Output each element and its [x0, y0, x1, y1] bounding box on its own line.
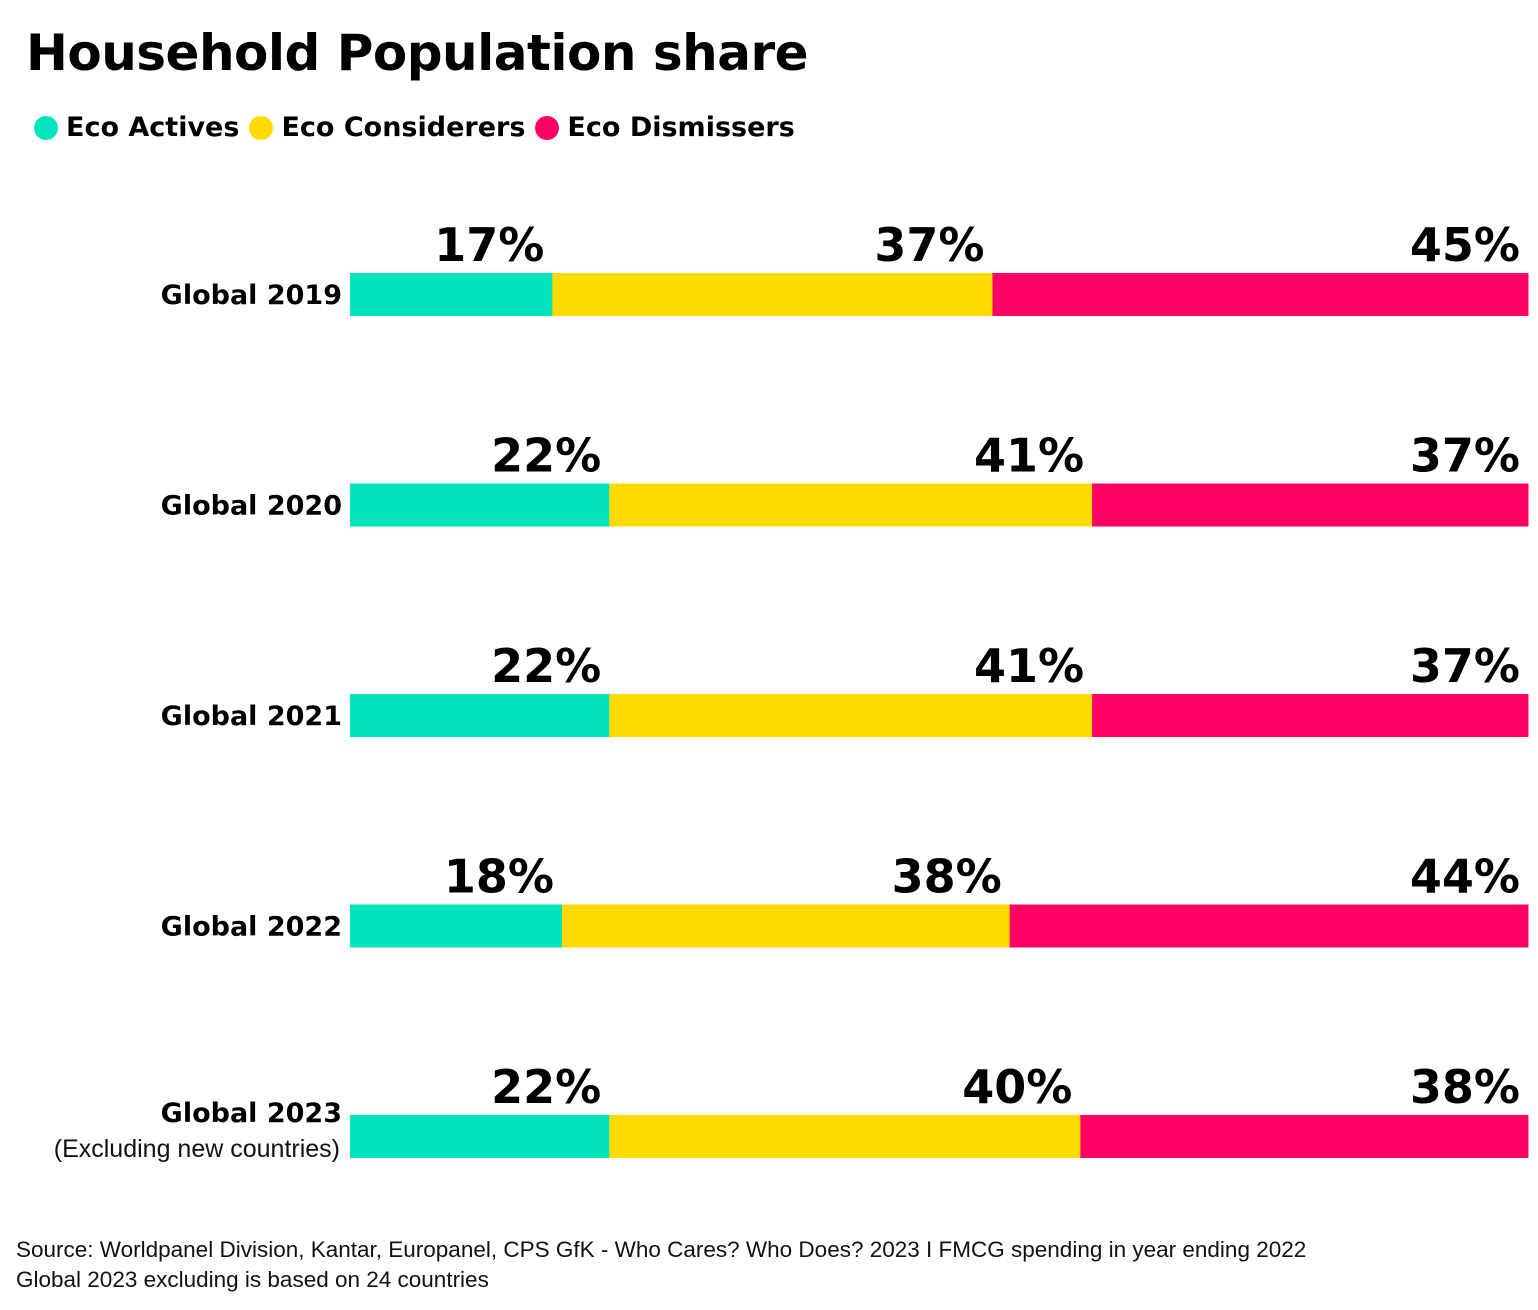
bar-eco-considerers-global-2022 [562, 904, 1011, 948]
data-label-eco-actives-global-2023: 22% [491, 1060, 601, 1114]
source-line-1: Source: Worldpanel Division, Kantar, Eur… [16, 1237, 1307, 1262]
legend-item-eco-dismissers: Eco Dismissers [535, 112, 795, 143]
category-label-global-2022: Global 2022 [161, 912, 342, 943]
bar-eco-dismissers-global-2023 [1080, 1115, 1529, 1158]
bar-eco-considerers-global-2019 [552, 273, 994, 316]
legend: Eco Actives Eco Considerers Eco Dismisse… [34, 112, 795, 143]
bar-eco-dismissers-global-2022 [1009, 904, 1529, 948]
bar-eco-actives-global-2021 [350, 694, 610, 737]
data-label-eco-actives-global-2021: 22% [491, 639, 601, 693]
data-label-eco-dismissers-global-2019: 45% [1410, 218, 1520, 272]
category-label-global-2021: Global 2021 [161, 701, 342, 732]
bar-eco-actives-global-2019 [350, 273, 553, 316]
bar-eco-dismissers-global-2020 [1092, 483, 1529, 527]
legend-label-eco-actives: Eco Actives [66, 112, 240, 143]
legend-label-eco-considerers: Eco Considerers [281, 112, 526, 143]
data-label-eco-dismissers-global-2022: 44% [1410, 850, 1520, 904]
data-label-eco-dismissers-global-2021: 37% [1410, 639, 1520, 693]
data-label-eco-actives-global-2022: 18% [444, 850, 554, 904]
data-label-eco-dismissers-global-2020: 37% [1410, 429, 1520, 483]
bar-eco-dismissers-global-2019 [992, 273, 1529, 316]
source-note: Source: Worldpanel Division, Kantar, Eur… [16, 1235, 1306, 1295]
bar-eco-considerers-global-2021 [609, 694, 1093, 737]
bar-eco-actives-global-2020 [350, 483, 610, 527]
source-line-2: Global 2023 excluding is based on 24 cou… [16, 1267, 489, 1292]
category-label-global-2020: Global 2020 [161, 491, 342, 522]
data-label-eco-considerers-global-2021: 41% [974, 639, 1084, 693]
data-label-eco-considerers-global-2019: 37% [874, 218, 984, 272]
category-sublabel-global-2023: (Excluding new countries) [54, 1135, 340, 1163]
stacked-bar-chart: 17% 37% 45% Global 2019 22% 41% 37% Global 2020… [54, 218, 1529, 1163]
data-label-eco-considerers-global-2020: 41% [974, 429, 1084, 483]
data-label-eco-actives-global-2020: 22% [491, 429, 601, 483]
legend-swatch-eco-considerers [249, 115, 274, 140]
bar-eco-considerers-global-2023 [609, 1115, 1081, 1158]
bar-eco-dismissers-global-2021 [1092, 694, 1529, 737]
legend-swatch-eco-actives [34, 115, 58, 140]
data-label-eco-considerers-global-2023: 40% [962, 1060, 1072, 1114]
category-label-global-2019: Global 2019 [161, 280, 342, 311]
legend-item-eco-considerers: Eco Considerers [249, 112, 525, 143]
legend-swatch-eco-dismissers [535, 115, 560, 140]
category-label-global-2023: Global 2023 [161, 1098, 342, 1129]
legend-label-eco-dismissers: Eco Dismissers [567, 112, 795, 143]
chart-title: Household Population share [26, 24, 809, 82]
bar-eco-considerers-global-2020 [609, 483, 1093, 527]
data-label-eco-dismissers-global-2023: 38% [1410, 1060, 1520, 1114]
bar-eco-actives-global-2023 [350, 1115, 610, 1158]
data-label-eco-considerers-global-2022: 38% [892, 850, 1002, 904]
bar-eco-actives-global-2022 [350, 904, 563, 948]
legend-item-eco-actives: Eco Actives [34, 112, 239, 143]
data-label-eco-actives-global-2019: 17% [434, 218, 544, 272]
